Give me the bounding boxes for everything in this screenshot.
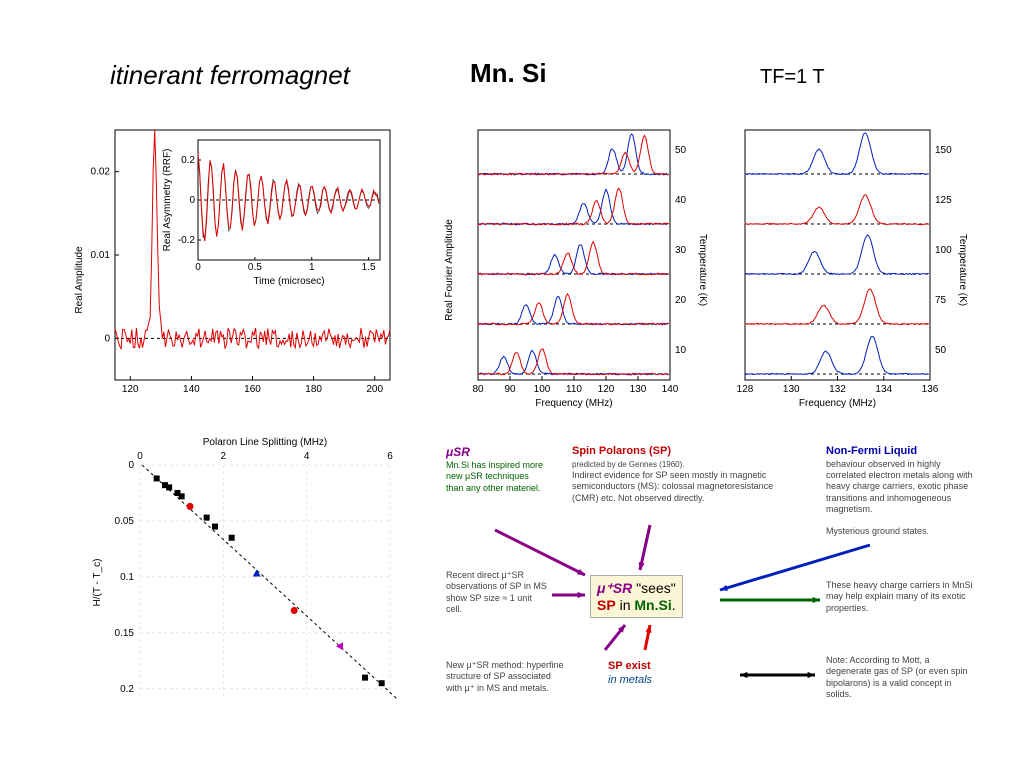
svg-text:90: 90 [504,384,516,395]
nfl-body: behaviour observed in highly correlated … [826,459,973,514]
svg-text:50: 50 [675,145,687,156]
svg-text:6: 6 [387,451,393,462]
svg-text:Polaron Line Splitting (MHz): Polaron Line Splitting (MHz) [203,437,328,448]
plot-fourier-amplitude: 80 90 100 110 120 130 140 Frequency (MHz) 50 40 30… [440,110,710,420]
svg-text:H/(T - T_c): H/(T - T_c) [92,559,103,607]
svg-text:-0.2: -0.2 [178,235,196,246]
svg-text:132: 132 [829,384,846,395]
svg-text:10: 10 [675,345,687,356]
svg-text:80: 80 [472,384,484,395]
svg-text:Real Asymmetry (RRF): Real Asymmetry (RRF) [162,149,173,252]
svg-text:130: 130 [783,384,800,395]
diag-b5: Note: According to Mott, a degenerate ga… [826,655,967,699]
svg-text:50: 50 [935,345,947,356]
svg-text:Frequency (MHz): Frequency (MHz) [535,398,612,409]
svg-text:136: 136 [922,384,939,395]
svg-text:0: 0 [189,195,195,206]
svg-text:4: 4 [304,451,310,462]
svg-text:140: 140 [662,384,679,395]
diag-b3a: SP exist [608,660,651,672]
title-left: itinerant ferromagnet [110,60,350,91]
plot-polaron-splitting: 0 0.05 0.1 0.15 0.2 0 2 4 6 Polaron Line Splittin… [80,430,410,720]
plot3-rightlabel: Temperature (K) [957,234,968,306]
svg-text:0: 0 [137,451,143,462]
diag-b4: These heavy charge carriers in MnSi may … [826,580,973,613]
plot-real-amplitude: 12014016018020000.010.02 Real Amplitude … [70,110,400,420]
diag-b2: New μ⁺SR method: hyperfine structure of … [446,660,564,693]
svg-text:0: 0 [104,333,110,344]
svg-text:180: 180 [305,384,322,395]
svg-text:150: 150 [935,145,952,156]
svg-text:0: 0 [128,460,134,471]
svg-text:0: 0 [195,262,201,273]
svg-text:0.02: 0.02 [91,167,111,178]
sp-sub: predicted by de Gennes (1960). [572,460,685,469]
svg-text:120: 120 [598,384,615,395]
svg-text:128: 128 [737,384,754,395]
diag-b3b: in metals [608,674,652,686]
svg-text:160: 160 [244,384,261,395]
svg-text:134: 134 [875,384,892,395]
svg-text:200: 200 [366,384,383,395]
plot1-ylabel: Real Amplitude [74,246,85,314]
svg-text:Frequency (MHz): Frequency (MHz) [799,398,876,409]
svg-text:20: 20 [675,295,687,306]
diagram-center-box: μ⁺SR "sees" SP in Mn.Si. [590,575,683,618]
svg-text:1.5: 1.5 [362,262,376,273]
svg-text:0.1: 0.1 [120,572,134,583]
svg-text:75: 75 [935,295,947,306]
svg-text:Time (microsec): Time (microsec) [253,276,324,287]
svg-text:120: 120 [122,384,139,395]
svg-text:0.15: 0.15 [115,628,135,639]
plot2-ylabel: Real Fourier Amplitude [444,219,455,321]
diag-b1: Recent direct μ⁺SR observations of SP in… [446,570,547,614]
svg-text:0.2: 0.2 [120,684,134,695]
svg-text:0.2: 0.2 [181,155,195,166]
title-right: TF=1 T [760,66,825,89]
svg-text:130: 130 [630,384,647,395]
svg-text:0.5: 0.5 [248,262,262,273]
sp-head: Spin Polarons (SP) [572,445,671,457]
concept-diagram: μSR Mn.Si has inspired more new μSR tech… [440,445,980,725]
svg-text:30: 30 [675,245,687,256]
nfl-head: Non-Fermi Liquid [826,445,917,457]
svg-text:2: 2 [221,451,227,462]
sp-body: Indirect evidence for SP seen mostly in … [572,470,773,503]
nfl-body2: Mysterious ground states. [826,526,929,536]
plot-frequency-temperature: 128 130 132 134 136 Frequency (MHz) 150 125 100 7… [720,110,970,420]
svg-text:125: 125 [935,195,952,206]
svg-text:140: 140 [183,384,200,395]
plot2-rightlabel: Temperature (K) [697,234,708,306]
svg-text:1: 1 [309,262,315,273]
svg-text:100: 100 [935,245,952,256]
svg-text:40: 40 [675,195,687,206]
musr-body: Mn.Si has inspired more new μSR techniqu… [446,460,543,493]
svg-text:100: 100 [534,384,551,395]
musr-head: μSR [446,445,470,459]
svg-text:0.05: 0.05 [115,516,135,527]
svg-text:110: 110 [566,384,582,395]
title-mid: Mn. Si [470,58,547,89]
svg-text:0.01: 0.01 [91,250,111,261]
